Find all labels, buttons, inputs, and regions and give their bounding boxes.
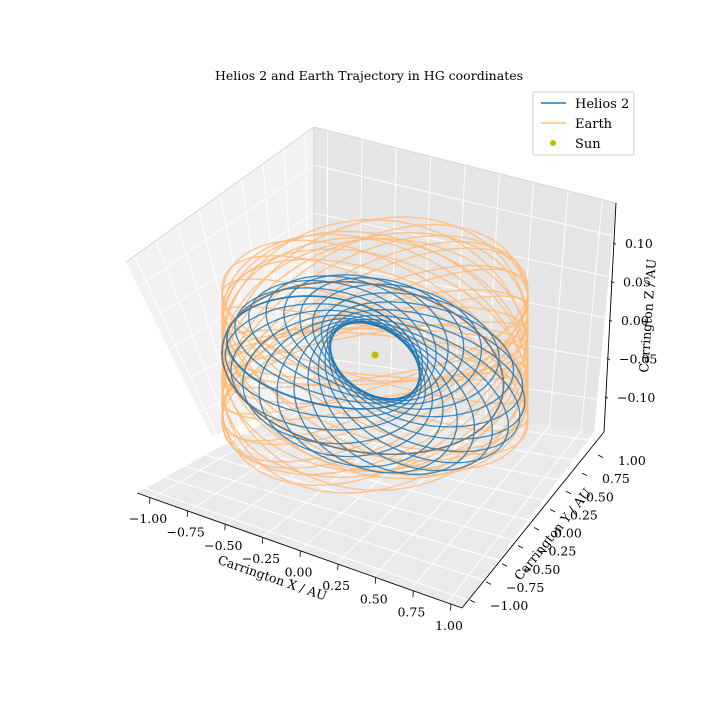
earth-orbit-loop [221, 216, 529, 494]
earth-orbit-loop [221, 255, 529, 455]
legend-label-helios-2: Helios 2 [575, 97, 629, 112]
helios-2-orbit-loop [293, 321, 458, 474]
y-tick-label-mark [485, 581, 492, 585]
y-tick-labels: −1.00 −0.75 −0.50 −0.25 0.00 0.25 0.50 0.75 1.00 [469, 453, 646, 613]
z-tick-label-mark [608, 319, 613, 322]
helios-2-orbit-loop [242, 314, 426, 445]
floor-grid-line [446, 430, 582, 604]
y-tick-label-mark [469, 599, 476, 603]
x-tick-label-mark [261, 537, 264, 544]
x-tick-label: 0.00 [285, 565, 313, 580]
helios-2-orbit-loop [230, 309, 422, 431]
y-tick-label-mark [517, 545, 524, 549]
z-tick-label-mark [604, 396, 609, 399]
z-tick-label: −0.05 [619, 352, 657, 367]
z-tick-label: 0.00 [621, 313, 649, 328]
right-pane-z-grid-line [313, 356, 598, 400]
x-tick-label-mark [149, 496, 151, 504]
z-tick-label: 0.10 [625, 236, 653, 251]
y-axis-line [461, 431, 605, 609]
sun-marker [371, 351, 379, 359]
x-tick-labels: −1.00−0.75−0.50−0.25 0.00 0.25 0.50 0.75 1.00 [129, 496, 463, 633]
z-tick-labels: −0.10 −0.05 0.00 0.05 0.10 [604, 236, 657, 405]
earth-orbit-loop [221, 258, 529, 452]
y-tick-label: 0.25 [570, 507, 598, 522]
z-tick-label-mark [610, 281, 615, 284]
x-tick-label-mark [337, 563, 339, 571]
legend-box [532, 91, 635, 156]
x-tick-label-mark [374, 577, 377, 584]
chart-title: Helios 2 and Earth Trajectory in HG coor… [215, 68, 523, 83]
right-pane-z-grid-line [313, 164, 613, 237]
floor-grid-line [265, 421, 559, 481]
x-tick-label: −0.25 [242, 551, 280, 566]
x-tick-label-mark [224, 523, 226, 531]
helios-2-orbit-loop [258, 318, 434, 458]
y-tick-label: 0.00 [554, 526, 582, 541]
legend-label-sun: Sun [575, 137, 601, 152]
axes [136, 202, 617, 609]
x-tick-label-mark [412, 590, 414, 598]
y-tick-label: 1.00 [618, 453, 646, 468]
right-pane-z-grid-line [313, 308, 602, 359]
y-tick-label-mark [581, 472, 588, 476]
x-axis-line [136, 492, 463, 609]
x-tick-label: 0.50 [360, 591, 388, 606]
x-tick-label: 0.25 [322, 578, 350, 593]
back-right-pane [314, 127, 616, 432]
floor-grid-line [336, 417, 487, 564]
y-tick-label: −0.25 [538, 544, 576, 559]
helios-2-trajectory [221, 274, 526, 475]
floor-grid-line [409, 425, 550, 591]
z-tick-label-mark [606, 358, 611, 361]
left-pane-z-grid-line [199, 356, 315, 413]
x-tick-label: 0.75 [397, 605, 425, 620]
x-tick-label-mark [186, 510, 189, 517]
z-tick-label: 0.05 [623, 275, 651, 290]
y-tick-label: 0.75 [602, 471, 630, 486]
y-tick-label: 0.50 [586, 489, 614, 504]
z-axis-line [603, 202, 617, 433]
y-tick-label-mark [501, 563, 508, 567]
earth-orbit-loop [221, 241, 529, 469]
earth-orbit-loop [221, 223, 529, 487]
y-tick-label: −1.00 [490, 598, 528, 613]
earth-orbit-loop [221, 248, 529, 462]
x-tick-label: −0.75 [166, 524, 204, 539]
y-tick-label-mark [549, 509, 556, 513]
z-tick-label-mark [612, 242, 617, 245]
y-tick-label-mark [597, 454, 604, 458]
z-tick-label: −0.10 [617, 390, 655, 405]
helios-2-orbit-loop [276, 320, 444, 468]
y-tick-label-mark [565, 490, 572, 495]
legend-swatch-sun [550, 140, 556, 146]
left-pane-z-grid-line [138, 164, 315, 288]
x-tick-label: −0.50 [204, 538, 242, 553]
x-tick-label-mark [450, 603, 452, 611]
y-tick-label: −0.50 [522, 562, 560, 577]
left-pane-z-grid-line [168, 260, 315, 350]
y-tick-label-mark [533, 527, 540, 531]
legend: Helios 2 Earth Sun [532, 91, 635, 156]
helios-2-orbit-loop [224, 303, 421, 419]
helios-2-overlap-loop [221, 280, 505, 455]
y-tick-label: −0.75 [506, 580, 544, 595]
x-tick-label: 1.00 [435, 618, 463, 633]
x-tick-label-mark [299, 550, 301, 558]
x-tick-label: −1.00 [129, 511, 167, 526]
floor-grid-line [372, 421, 519, 577]
helios-2-orbit-loop [226, 295, 421, 410]
legend-label-earth: Earth [575, 117, 613, 132]
